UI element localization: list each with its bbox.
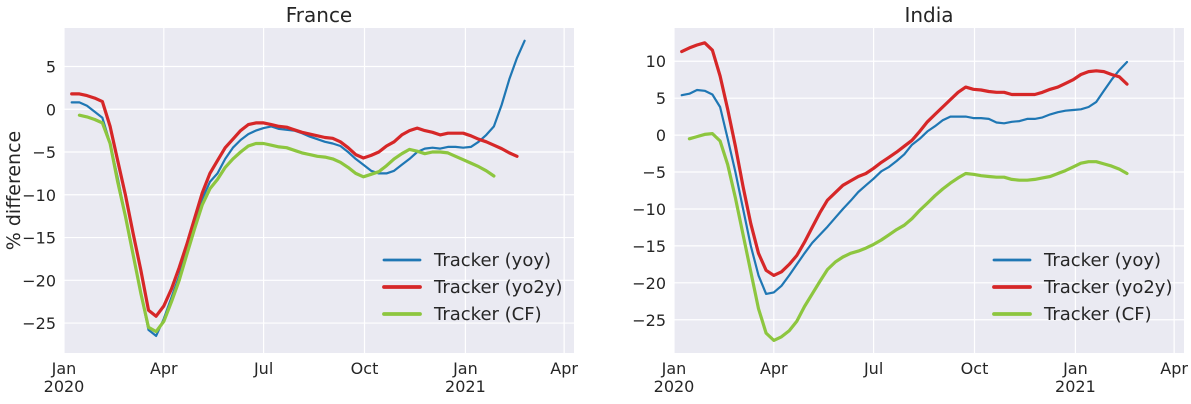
y-tick-label: 10 xyxy=(646,52,666,71)
series-line-tracker-yo2y xyxy=(70,92,519,318)
series-group xyxy=(680,41,1129,342)
x-tick-label: Jan xyxy=(661,359,687,378)
legend: Tracker (yoy) Tracker (yo2y) Tracker (CF) xyxy=(992,250,1172,325)
x-tick-label: Jan xyxy=(1062,359,1088,378)
x-tick-year-label: 2021 xyxy=(1055,377,1096,396)
series-group xyxy=(70,39,526,337)
series-line-tracker-cf xyxy=(687,132,1129,342)
y-tick-label: −10 xyxy=(632,200,666,219)
x-tick-label: Oct xyxy=(351,359,379,378)
x-tick-label: Oct xyxy=(961,359,989,378)
x-tick-label: Jan xyxy=(452,359,478,378)
x-tick-year-label: 2020 xyxy=(654,377,695,396)
y-axis-label: % difference xyxy=(3,131,25,250)
x-tick-label: Jan xyxy=(51,359,77,378)
legend: Tracker (yoy) Tracker (yo2y) Tracker (CF) xyxy=(382,250,562,325)
plot-area xyxy=(674,28,1184,353)
series-line-tracker-yo2y xyxy=(680,41,1129,277)
legend-label: Tracker (yoy) xyxy=(1043,250,1161,271)
x-tick-label: Apr xyxy=(550,359,578,378)
legend-label: Tracker (CF) xyxy=(1043,304,1152,325)
x-tick-label: Jul xyxy=(253,359,273,378)
x-tick-label: Jul xyxy=(863,359,883,378)
y-tick-label: 0 xyxy=(46,100,56,119)
y-tick-label: 5 xyxy=(656,89,666,108)
legend-label: Tracker (yo2y) xyxy=(433,277,562,298)
y-tick-label: −20 xyxy=(22,271,56,290)
y-tick-label: −5 xyxy=(32,143,56,162)
y-tick-label: 0 xyxy=(656,126,666,145)
legend-label: Tracker (yoy) xyxy=(433,250,551,271)
x-tick-year-label: 2021 xyxy=(445,377,486,396)
y-tick-label: −15 xyxy=(22,229,56,248)
y-tick-label: −25 xyxy=(22,314,56,333)
plot-area xyxy=(64,28,574,353)
y-tick-label: −20 xyxy=(632,274,666,293)
y-tick-label: −25 xyxy=(632,311,666,330)
x-tick-year-label: 2020 xyxy=(44,377,85,396)
series-line-tracker-yoy xyxy=(680,60,1129,295)
legend-label: Tracker (CF) xyxy=(433,304,542,325)
series-line-tracker-cf xyxy=(77,113,496,334)
y-tick-label: −5 xyxy=(642,163,666,182)
legend-label: Tracker (yo2y) xyxy=(1043,277,1172,298)
y-tick-label: 5 xyxy=(46,57,56,76)
x-tick-label: Apr xyxy=(760,359,788,378)
y-tick-label: −10 xyxy=(22,186,56,205)
chart-title: India xyxy=(904,3,953,27)
chart-title: France xyxy=(286,3,353,27)
x-tick-label: Apr xyxy=(150,359,178,378)
x-tick-label: Apr xyxy=(1160,359,1188,378)
y-tick-label: −15 xyxy=(632,237,666,256)
